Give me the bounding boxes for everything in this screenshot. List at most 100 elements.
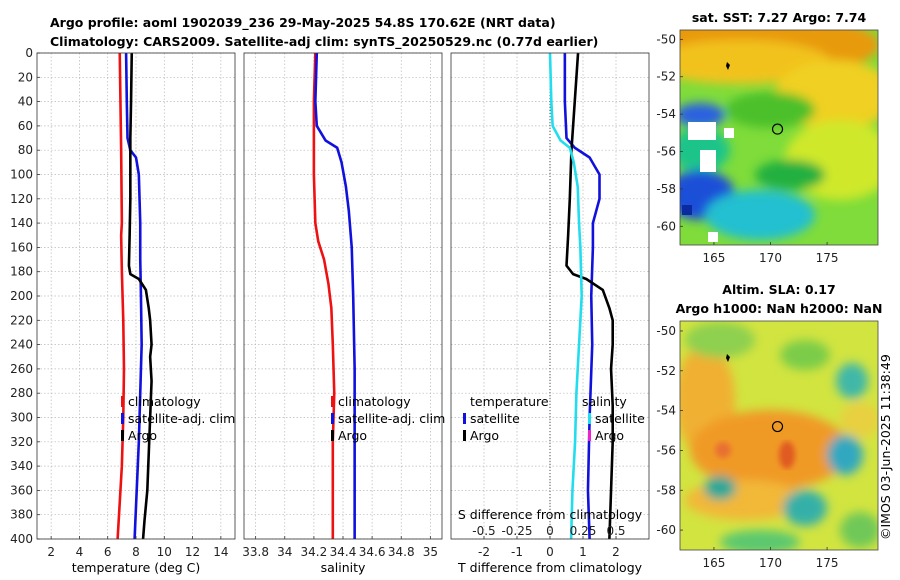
x-tick-label: -1 <box>511 545 523 559</box>
x-tick-label: 34.2 <box>301 545 328 559</box>
y-tick-label: 260 <box>10 362 33 376</box>
temperature-profile-panel: 2 4 6 8 10 12 14 temperature (deg C) 0 20 40 60 80 10… <box>10 46 236 575</box>
legend-swatch-s-satellite <box>588 413 591 424</box>
map-y-tick-label: -52 <box>656 364 676 378</box>
island-icon <box>726 354 730 362</box>
argo-location-marker <box>771 123 784 135</box>
y-tick-label: 80 <box>18 143 33 157</box>
x2-axis-label: S difference from climatology <box>458 507 643 522</box>
y-tick-label: 320 <box>10 435 33 449</box>
map-x-tick-label: 175 <box>816 556 839 570</box>
map-y-tick-label: -58 <box>656 483 676 497</box>
x-tick-label: 14 <box>213 545 228 559</box>
legend-label-argo: Argo <box>338 428 367 443</box>
map-y-tick-label: -54 <box>656 107 676 121</box>
difference-profile-panel: -2 -1 0 1 2T difference from climatology S di… <box>450 52 650 575</box>
x-axis-label: T difference from climatology <box>457 560 643 575</box>
legend-title-salinity: salinity <box>582 394 627 409</box>
map-y-tick-label: -60 <box>656 219 676 233</box>
legend-swatch-t-satellite <box>463 413 466 424</box>
y-tick-label: 400 <box>10 532 33 546</box>
sla-map-frame <box>679 320 879 551</box>
x-axis-label: temperature (deg C) <box>72 560 201 575</box>
series-line-t-argo <box>565 53 615 539</box>
series-line-satellite-adj-clim <box>124 53 143 539</box>
figure-title-line1: Argo profile: aoml 1902039_236 29-May-20… <box>50 15 556 31</box>
legend-label-satellite: satellite-adj. clim <box>128 411 235 426</box>
x-tick-label: 34.4 <box>330 545 357 559</box>
x-tick-label: -2 <box>478 545 490 559</box>
legend-label-s-satellite: satellite <box>595 411 645 426</box>
y-tick-label: 20 <box>18 70 33 84</box>
legend-swatch-satellite <box>331 413 334 424</box>
temperature-legend: climatology satellite-adj. clim Argo <box>121 394 235 443</box>
sst-map-title: sat. SST: 7.27 Argo: 7.74 <box>692 10 867 25</box>
salinity-legend: climatology satellite-adj. clim Argo <box>331 394 445 443</box>
y-tick-label: 140 <box>10 216 33 230</box>
island-icon <box>726 62 730 70</box>
map-y-tick-label: -60 <box>656 523 676 537</box>
y-tick-label: 340 <box>10 459 33 473</box>
x-tick-label: 1 <box>579 545 587 559</box>
x-tick-label: 4 <box>76 545 84 559</box>
map-x-tick-label: 170 <box>759 251 782 265</box>
x-tick-label: 12 <box>185 545 200 559</box>
x2-tick-label: 0.5 <box>606 524 625 538</box>
y-tick-label: 100 <box>10 168 33 182</box>
legend-swatch-satellite <box>121 413 124 424</box>
legend-label-t-argo: Argo <box>470 428 499 443</box>
x-tick-label: 34.6 <box>359 545 386 559</box>
series-line-climatology <box>312 53 336 539</box>
sst-map-frame <box>679 29 879 246</box>
x-tick-label: 0 <box>546 545 554 559</box>
x2-tick-label: 0 <box>546 524 554 538</box>
y-tick-label: 380 <box>10 508 33 522</box>
map-x-tick-label: 170 <box>759 556 782 570</box>
x2-tick-label: -0.25 <box>501 524 532 538</box>
y-tick-label: 300 <box>10 411 33 425</box>
y-tick-label: 360 <box>10 483 33 497</box>
x-axis-label: salinity <box>321 560 366 575</box>
legend-swatch-climatology <box>121 396 124 407</box>
sla-map-title: Altim. SLA: 0.17 <box>722 282 835 297</box>
map-y-tick-label: -56 <box>656 145 676 159</box>
legend-label-satellite: satellite-adj. clim <box>338 411 445 426</box>
y-tick-label: 180 <box>10 265 33 279</box>
difference-legend: temperature satellite Argo salinity sate… <box>463 394 645 443</box>
x2-tick-label: 0.25 <box>570 524 597 538</box>
map-y-tick-label: -56 <box>656 443 676 457</box>
sst-map-axes: 165 170 175 -50 -52 -54 -56 -58 -60 <box>656 32 838 265</box>
y-tick-label: 240 <box>10 338 33 352</box>
x-tick-label: 34 <box>277 545 292 559</box>
y-tick-label: 220 <box>10 313 33 327</box>
y-tick-label: 160 <box>10 240 33 254</box>
legend-swatch-climatology <box>331 396 334 407</box>
legend-swatch-argo <box>331 430 334 441</box>
series-group <box>548 53 615 539</box>
y-tick-label: 200 <box>10 289 33 303</box>
copyright-stamp: ©IMOS 03-Jun-2025 11:38:49 <box>878 354 893 540</box>
x-tick-label: 10 <box>157 545 172 559</box>
y-tick-label: 0 <box>25 46 33 60</box>
figure-title-line2: Climatology: CARS2009. Satellite-adj cli… <box>50 34 598 50</box>
sla-map-subtitle: Argo h1000: NaN h2000: NaN <box>676 301 883 316</box>
map-x-tick-label: 165 <box>702 556 725 570</box>
sla-map-axes: 165 170 175 -50 -52 -54 -56 -58 -60 <box>656 324 838 570</box>
map-y-tick-label: -54 <box>656 404 676 418</box>
series-line-argo <box>127 53 153 539</box>
x-tick-label: 34.8 <box>388 545 415 559</box>
legend-swatch-t-argo <box>463 430 466 441</box>
legend-label-climatology: climatology <box>128 394 201 409</box>
legend-swatch-s-argo <box>588 430 591 441</box>
legend-label-s-argo: Argo <box>595 428 624 443</box>
series-line-s-satellite <box>548 53 583 539</box>
y-tick-label: 40 <box>18 95 33 109</box>
series-group <box>116 53 153 539</box>
legend-label-argo: Argo <box>128 428 157 443</box>
y-tick-label: 280 <box>10 386 33 400</box>
x-tick-label: 8 <box>132 545 140 559</box>
series-line-satellite-adj-clim <box>314 53 356 539</box>
legend-label-climatology: climatology <box>338 394 411 409</box>
map-y-tick-label: -58 <box>656 182 676 196</box>
x2-tick-label: -0.5 <box>472 524 495 538</box>
